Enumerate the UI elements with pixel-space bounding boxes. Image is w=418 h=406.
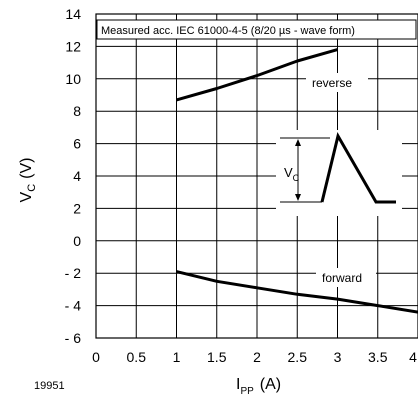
x-tick-label: 2.5 — [288, 349, 308, 365]
series-line-reverse — [176, 48, 338, 102]
series-label-reverse: reverse — [312, 76, 352, 90]
x-axis-title: IPP (A) — [236, 376, 281, 397]
waveform-inset: VC — [276, 130, 402, 216]
y-tick-label: 8 — [73, 103, 81, 119]
x-tick-label: 2 — [253, 349, 261, 365]
annotation-text: Measured acc. IEC 61000-4-5 (8/20 µs - w… — [101, 25, 355, 37]
inset-arrow-up — [295, 139, 301, 146]
x-axis-title-unit: (A) — [260, 376, 281, 393]
inset-symbol-sub: C — [293, 173, 300, 183]
x-tick-label: 0.5 — [127, 349, 147, 365]
reverse-label-bg — [306, 73, 368, 92]
forward-label-bg — [316, 268, 376, 287]
y-tick-label: - 2 — [65, 265, 82, 281]
x-tick-label: 1.5 — [207, 349, 227, 365]
series-line-forward — [176, 270, 418, 314]
y-tick-label: 6 — [73, 136, 81, 152]
inset-symbol: VC — [284, 165, 300, 183]
y-tick-label: 4 — [73, 168, 81, 184]
series-label-forward: forward — [322, 271, 362, 285]
annotation-box — [96, 19, 417, 40]
y-tick-label: 0 — [73, 233, 81, 249]
inset-symbol-main: V — [284, 165, 293, 180]
x-axis-title-main: I — [236, 376, 240, 393]
y-axis-title-sub: C — [26, 184, 38, 192]
x-tick-label: 3 — [334, 349, 342, 365]
x-tick-label: 3.5 — [368, 349, 388, 365]
inset-waveform — [320, 131, 396, 204]
y-tick-label: 12 — [65, 38, 81, 54]
x-tick-label: 0 — [92, 349, 100, 365]
y-axis-title-unit: (V) — [18, 158, 35, 179]
x-tick-label: 4 — [409, 349, 417, 365]
figure-number: 19951 — [34, 380, 65, 392]
y-tick-label: 10 — [65, 71, 81, 87]
y-tick-label: 2 — [73, 200, 81, 216]
x-axis-title-sub: PP — [240, 386, 254, 397]
y-axis-title: VC (V) — [18, 158, 38, 203]
tick-labels: 0 0.5 1 1.5 2 2.5 3 3.5 4 - 6 - 4 - 2 0 2 4 6 8 10 12 14 — [65, 6, 417, 365]
plot-frame — [95, 13, 418, 339]
y-tick-label: - 6 — [65, 330, 82, 346]
x-tick-label: 1 — [173, 349, 181, 365]
y-axis-title-main: V — [18, 191, 35, 202]
series-layer — [176, 48, 418, 314]
inset-arrow-down — [295, 194, 301, 201]
y-tick-label: - 4 — [65, 298, 82, 314]
y-tick-label: 14 — [65, 6, 81, 22]
